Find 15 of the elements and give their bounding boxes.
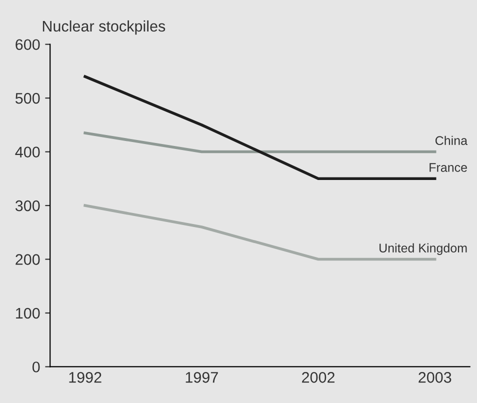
y-tick-label: 0: [32, 362, 40, 372]
x-tick-label: 2003: [418, 372, 452, 383]
y-tick-label: 200: [16, 254, 40, 265]
x-tick-label: 1997: [186, 372, 218, 383]
series-label: France: [430, 163, 467, 172]
y-tick-label: 300: [15, 200, 40, 212]
series-label: China: [435, 136, 468, 146]
x-tick-label: 2002: [302, 372, 334, 383]
y-tick-label: 600: [16, 39, 40, 50]
y-axis-title: Nuclear stockpiles: [42, 20, 166, 35]
x-tick-label: 1992: [69, 372, 102, 383]
y-tick-label: 500: [15, 92, 40, 104]
y-tick-label: 400: [15, 146, 40, 158]
series-label: United Kingdom: [380, 243, 467, 255]
y-tick-label: 100: [16, 308, 40, 319]
